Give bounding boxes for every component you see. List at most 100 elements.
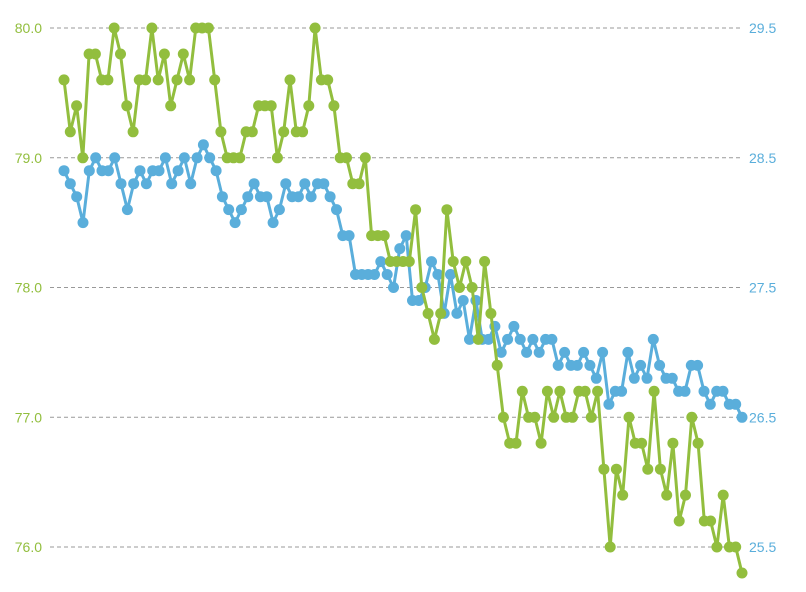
data-point bbox=[590, 372, 602, 384]
data-point bbox=[521, 346, 533, 358]
data-point bbox=[483, 333, 494, 345]
data-point bbox=[541, 385, 553, 397]
data-point bbox=[428, 333, 440, 345]
data-point bbox=[642, 463, 654, 475]
data-point bbox=[426, 256, 437, 268]
data-point bbox=[635, 359, 647, 371]
data-point bbox=[353, 178, 365, 190]
data-point bbox=[204, 152, 216, 164]
data-point bbox=[71, 100, 83, 112]
data-point bbox=[102, 165, 114, 177]
data-point bbox=[331, 204, 342, 216]
data-point bbox=[234, 152, 246, 164]
data-point bbox=[166, 178, 178, 190]
data-point bbox=[457, 295, 469, 306]
data-point bbox=[661, 489, 673, 501]
left-tick-label: 80.0 bbox=[15, 20, 42, 36]
data-point bbox=[172, 165, 184, 177]
data-point bbox=[299, 178, 311, 190]
data-point bbox=[730, 541, 742, 553]
data-point bbox=[717, 489, 729, 501]
data-point bbox=[692, 437, 704, 449]
data-point bbox=[552, 359, 564, 371]
data-point bbox=[472, 333, 484, 345]
data-point bbox=[159, 152, 171, 164]
right-tick-label: 25.5 bbox=[749, 539, 776, 555]
data-point bbox=[115, 48, 126, 60]
data-point bbox=[223, 204, 235, 216]
data-point bbox=[375, 256, 387, 268]
data-point bbox=[508, 320, 520, 332]
data-point bbox=[265, 100, 277, 112]
data-point bbox=[303, 100, 315, 112]
data-point bbox=[394, 243, 406, 255]
left-tick-label: 76.0 bbox=[15, 539, 42, 555]
data-point bbox=[548, 411, 560, 423]
data-point bbox=[242, 191, 254, 203]
right-axis-ticks: 25.5 26.5 27.5 28.5 29.5 bbox=[749, 20, 776, 555]
data-point bbox=[83, 165, 95, 177]
data-point bbox=[140, 178, 152, 190]
data-point bbox=[466, 282, 478, 293]
data-point bbox=[559, 346, 571, 358]
data-point bbox=[134, 165, 146, 177]
left-tick-label: 78.0 bbox=[15, 280, 42, 296]
data-point bbox=[102, 74, 114, 86]
data-point bbox=[309, 22, 321, 34]
data-point bbox=[202, 22, 214, 34]
data-point bbox=[636, 437, 648, 449]
data-point bbox=[273, 204, 285, 216]
data-point bbox=[679, 385, 691, 397]
data-point bbox=[210, 165, 222, 177]
data-point bbox=[152, 74, 164, 86]
data-point bbox=[610, 463, 622, 475]
data-point bbox=[58, 165, 70, 177]
data-point bbox=[140, 74, 152, 86]
data-point bbox=[280, 178, 292, 190]
data-point bbox=[578, 346, 590, 358]
data-point bbox=[184, 74, 196, 86]
data-point bbox=[267, 217, 279, 229]
data-point bbox=[90, 152, 102, 164]
data-point bbox=[603, 398, 615, 410]
data-point bbox=[441, 204, 453, 216]
data-point bbox=[171, 74, 183, 86]
data-point bbox=[495, 346, 507, 358]
data-point bbox=[400, 230, 412, 242]
data-point bbox=[546, 333, 558, 345]
data-point bbox=[165, 100, 177, 112]
data-point bbox=[328, 100, 340, 112]
data-point bbox=[460, 256, 472, 267]
data-point bbox=[617, 489, 629, 501]
data-point bbox=[445, 269, 456, 280]
data-point bbox=[305, 191, 317, 203]
data-point bbox=[654, 463, 666, 475]
data-point bbox=[177, 48, 189, 60]
data-point bbox=[422, 308, 434, 319]
data-point bbox=[58, 74, 70, 86]
data-point bbox=[343, 230, 355, 242]
data-point bbox=[341, 152, 352, 164]
data-point bbox=[246, 126, 258, 138]
data-point bbox=[381, 269, 393, 280]
data-point bbox=[510, 437, 522, 449]
data-point bbox=[736, 567, 748, 579]
data-point bbox=[64, 126, 76, 138]
data-point bbox=[178, 152, 190, 164]
data-point bbox=[278, 126, 290, 138]
data-point bbox=[215, 126, 227, 138]
data-point bbox=[667, 437, 679, 449]
data-point bbox=[378, 230, 390, 242]
data-point bbox=[447, 256, 459, 267]
data-point bbox=[248, 178, 260, 190]
data-point bbox=[108, 22, 120, 34]
data-point bbox=[604, 541, 616, 553]
data-point bbox=[71, 191, 83, 203]
data-point bbox=[529, 411, 541, 423]
data-point bbox=[403, 256, 415, 267]
data-point bbox=[128, 178, 140, 190]
data-point bbox=[736, 411, 748, 423]
data-point bbox=[698, 385, 710, 397]
series-right-axis bbox=[58, 139, 748, 423]
